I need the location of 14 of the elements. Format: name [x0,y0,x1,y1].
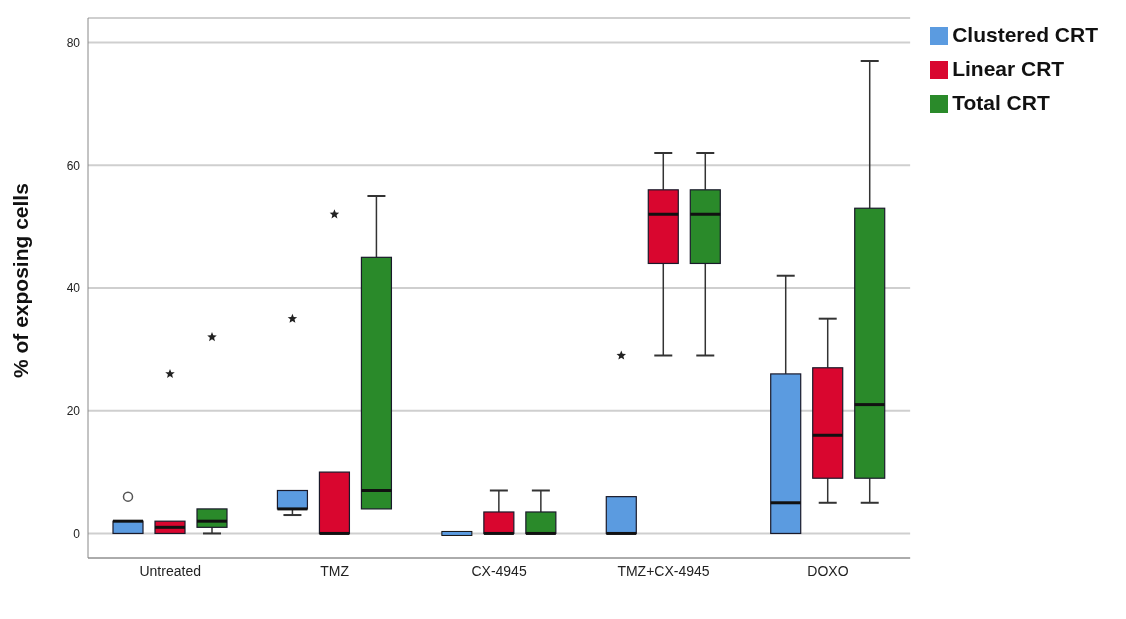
x-tick-label: TMZ+CX-4945 [617,562,710,579]
y-tick-label: 0 [73,526,81,541]
y-tick-label: 60 [66,158,81,173]
legend-label: Linear CRT [952,57,1065,80]
y-tick-label: 40 [66,281,81,296]
legend-label: Total CRT [952,91,1050,114]
y-tick-label: 20 [66,403,81,418]
x-tick-label: TMZ [320,562,350,579]
x-tick-label: CX-4945 [471,562,527,579]
y-tick-label: 80 [66,35,81,50]
y-axis-title: % of exposing cells [9,183,33,378]
legend-label: Clustered CRT [952,23,1098,46]
x-tick-label: Untreated [139,562,201,579]
x-tick-label: DOXO [807,562,849,579]
